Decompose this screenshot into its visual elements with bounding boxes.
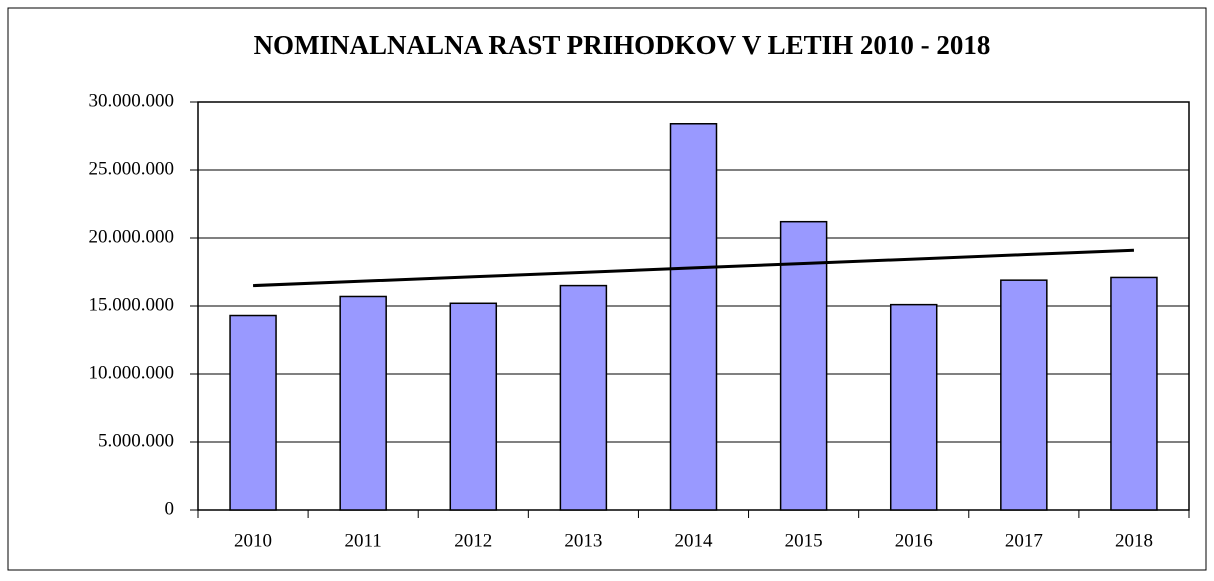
y-tick-label: 5.000.000 — [98, 430, 174, 451]
x-tick-label: 2014 — [675, 530, 714, 551]
x-tick-label: 2012 — [454, 530, 492, 551]
x-tick-label: 2013 — [564, 530, 602, 551]
chart-title: NOMINALNALNA RAST PRIHODKOV V LETIH 2010… — [254, 30, 991, 60]
y-tick-label: 10.000.000 — [89, 362, 175, 383]
x-tick-label: 2011 — [345, 530, 382, 551]
bar — [339, 295, 387, 511]
y-tick-label: 25.000.000 — [89, 158, 175, 179]
x-tick-label: 2016 — [895, 530, 933, 551]
x-tick-label: 2010 — [234, 530, 272, 551]
bar — [559, 284, 608, 511]
x-tick-label: 2017 — [1005, 530, 1043, 551]
y-tick-label: 30.000.000 — [89, 90, 175, 111]
bar — [889, 303, 938, 511]
y-tick-label: 15.000.000 — [89, 294, 175, 315]
bar — [779, 220, 828, 511]
trend-line — [252, 248, 1135, 288]
bar — [449, 302, 498, 511]
y-tick-label: 20.000.000 — [89, 226, 175, 247]
bar — [1000, 279, 1048, 511]
x-tick-label: 2015 — [785, 530, 823, 551]
x-tick-label: 2018 — [1115, 530, 1153, 551]
bar — [1110, 276, 1158, 511]
bar — [229, 314, 277, 511]
y-tick-label: 0 — [165, 498, 175, 519]
bar — [669, 123, 718, 511]
